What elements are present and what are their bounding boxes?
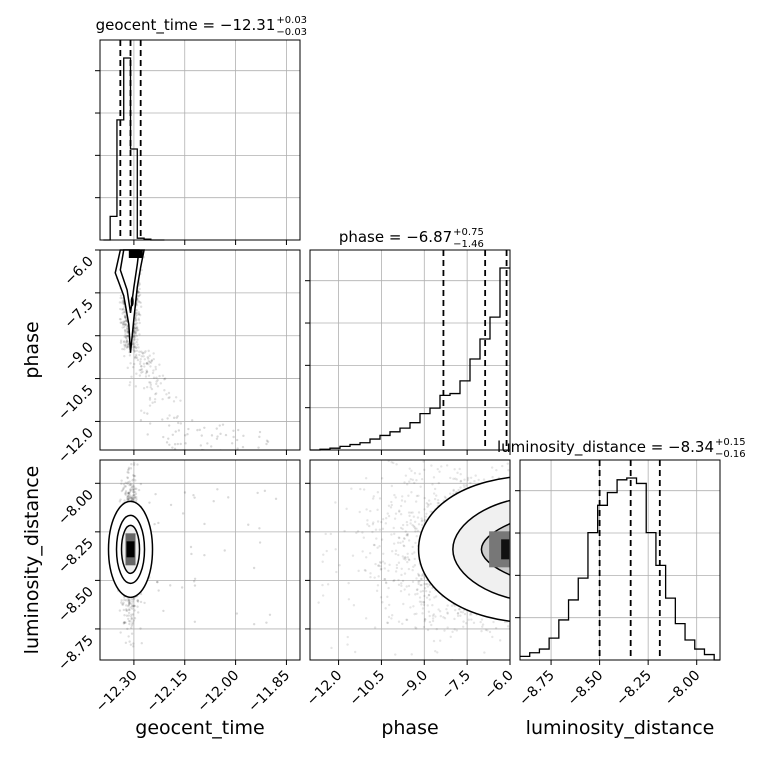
x-tick-label-phase: −9.0 — [396, 668, 431, 703]
title-plus-err: +0.03 — [276, 15, 307, 26]
title-plus-err: +0.75 — [453, 227, 484, 238]
title-main-text: phase = −6.87 — [339, 228, 452, 246]
title-phase: phase = −6.87 +0.75−1.46 — [339, 227, 484, 250]
title-luminosity_distance: luminosity_distance = −8.34 +0.15−0.16 — [497, 437, 746, 460]
title-minus-err: −0.03 — [276, 27, 307, 38]
panel-frame — [309, 249, 511, 451]
x-tick-label-phase: −6.0 — [481, 668, 516, 703]
density-peak — [501, 539, 510, 560]
y-axis-label-luminosity_distance: luminosity_distance — [21, 466, 43, 655]
title-minus-err: −1.46 — [453, 239, 484, 250]
x-tick-label-luminosity_distance: −8.00 — [662, 668, 704, 710]
x-tick-label-phase: −7.5 — [439, 668, 474, 703]
contours-phase-lumdist — [417, 476, 510, 622]
title-main-text: geocent_time = −12.31 — [96, 16, 276, 35]
x-tick-label-geocent_time: −12.30 — [93, 668, 141, 716]
histogram-phase — [310, 267, 510, 451]
y-axis-label-phase: phase — [21, 321, 43, 378]
y-tick-label-phase: −9.0 — [61, 339, 96, 374]
x-axis-label-luminosity_distance: luminosity_distance — [526, 717, 715, 739]
y-tick-label-luminosity_distance: −8.75 — [55, 632, 97, 674]
panel-frame — [99, 39, 301, 241]
y-tick-label-luminosity_distance: −8.50 — [55, 584, 97, 626]
density-peak — [128, 250, 143, 258]
y-tick-label-phase: −7.5 — [61, 296, 96, 331]
title-plus-err: +0.15 — [715, 437, 746, 448]
y-tick-label-phase: −10.5 — [55, 382, 97, 424]
x-tick-label-luminosity_distance: −8.50 — [565, 668, 607, 710]
x-tick-label-luminosity_distance: −8.25 — [613, 668, 655, 710]
x-tick-label-geocent_time: −12.15 — [144, 668, 192, 716]
y-tick-label-phase: −6.0 — [61, 254, 96, 289]
x-tick-label-geocent_time: −12.00 — [194, 668, 242, 716]
x-axis-label-phase: phase — [381, 717, 438, 739]
x-tick-label-geocent_time: −11.85 — [245, 668, 293, 716]
x-tick-label-phase: −12.0 — [304, 668, 346, 710]
y-tick-label-phase: −12.0 — [55, 425, 97, 467]
histogram-geocent_time — [103, 57, 165, 241]
x-axis-label-geocent_time: geocent_time — [135, 717, 264, 739]
title-minus-err: −0.16 — [715, 449, 746, 460]
panel-frame — [99, 249, 301, 451]
panel-frame — [309, 459, 511, 661]
panel-frame — [99, 459, 301, 661]
title-geocent_time: geocent_time = −12.31 +0.03−0.03 — [96, 15, 307, 38]
y-tick-label-luminosity_distance: −8.00 — [55, 487, 97, 529]
panel-frame — [519, 459, 721, 661]
x-tick-label-luminosity_distance: −8.75 — [516, 668, 558, 710]
x-tick-label-phase: −10.5 — [347, 668, 389, 710]
title-main-text: luminosity_distance = −8.34 — [497, 438, 714, 457]
density-peak — [126, 541, 135, 558]
contour-core — [130, 296, 134, 307]
y-tick-label-luminosity_distance: −8.25 — [55, 535, 97, 577]
histogram-luminosity_distance — [520, 477, 720, 661]
